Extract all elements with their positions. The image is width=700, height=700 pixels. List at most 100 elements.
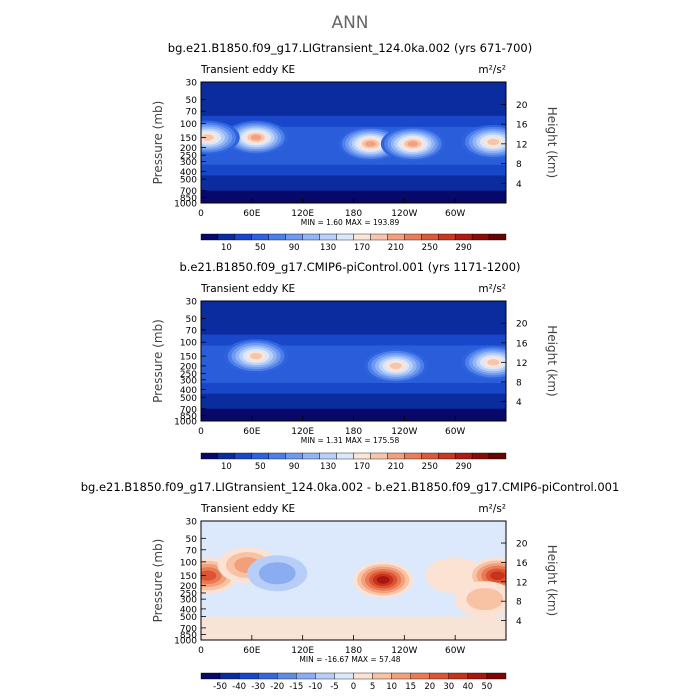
colorbar-swatch bbox=[387, 452, 405, 460]
y-tick-label: 400 bbox=[180, 605, 197, 615]
colorbar-label: 50 bbox=[482, 682, 493, 692]
x-tick-label: 120E bbox=[291, 427, 314, 437]
colorbar-swatch bbox=[488, 452, 507, 460]
colorbar-label: -5 bbox=[330, 682, 338, 692]
y-right-tick-label: 20 bbox=[516, 320, 528, 330]
contour-blob bbox=[407, 140, 419, 147]
colorbar-label: 210 bbox=[388, 243, 404, 253]
minmax-label: MIN = -16.67 MAX = 57.48 bbox=[299, 655, 400, 664]
colorbar-swatch bbox=[217, 452, 236, 460]
units-label: m²/s² bbox=[478, 503, 506, 515]
colorbar-swatch bbox=[251, 233, 269, 241]
y-tick-label: 200 bbox=[180, 582, 197, 592]
colorbar-label: 210 bbox=[388, 462, 404, 472]
y-tick-label: 200 bbox=[180, 144, 197, 154]
colorbar-label: 20 bbox=[424, 682, 435, 692]
x-tick-label: 120E bbox=[291, 209, 314, 219]
y-tick-label: 100 bbox=[180, 120, 197, 130]
colorbar: 10 50 90 130 170 210 250 290 bbox=[200, 452, 507, 472]
colorbar-label: 90 bbox=[289, 462, 300, 472]
contour-blob bbox=[490, 571, 505, 580]
y-right-tick-label: 16 bbox=[516, 121, 528, 131]
chart-panel-3: bg.e21.B1850.f09_g17.LIGtransient_124.0k… bbox=[81, 480, 620, 692]
contour-blob bbox=[201, 570, 217, 581]
colorbar-swatch bbox=[391, 672, 411, 680]
y-tick-label: 30 bbox=[186, 79, 198, 89]
colorbar-label: 90 bbox=[289, 243, 300, 253]
colorbar-swatch bbox=[448, 672, 469, 680]
y-right-axis-label: Height (km) bbox=[545, 107, 559, 178]
colorbar: -50 -40 -30 -20 -15 -10 -5 0 5 10 15 20 30 40 50 bbox=[200, 672, 507, 692]
contour-field bbox=[201, 521, 506, 640]
colorbar-swatch bbox=[334, 672, 354, 680]
y-axis-label: Pressure (mb) bbox=[151, 101, 165, 185]
colorbar-label: 290 bbox=[456, 462, 472, 472]
colorbar-label: 15 bbox=[405, 682, 416, 692]
y-tick-label: 850 bbox=[180, 631, 197, 641]
colorbar-label: 10 bbox=[386, 682, 397, 692]
y-tick-label: 70 bbox=[186, 326, 198, 336]
y-right-tick-label: 16 bbox=[516, 339, 528, 349]
colorbar-label: 50 bbox=[255, 462, 266, 472]
colorbar-swatch bbox=[302, 452, 320, 460]
x-tick-label: 60E bbox=[243, 209, 260, 219]
y-axis-label: Pressure (mb) bbox=[151, 319, 165, 403]
colorbar-swatch bbox=[404, 452, 422, 460]
y-right-tick-label: 16 bbox=[516, 559, 528, 569]
contour-blob bbox=[466, 588, 504, 611]
colorbar-label: -50 bbox=[213, 682, 227, 692]
colorbar-swatch bbox=[251, 452, 269, 460]
colorbar-swatch bbox=[234, 233, 253, 241]
colorbar-swatch bbox=[421, 233, 439, 241]
colorbar-swatch bbox=[372, 672, 392, 680]
chart-panel-2: b.e21.B1850.f09_g17.CMIP6-piControl.001 … bbox=[151, 260, 559, 472]
colorbar-label: -20 bbox=[270, 682, 284, 692]
background-band bbox=[201, 616, 506, 640]
field-label: Transient eddy KE bbox=[200, 503, 295, 515]
x-tick-label: 60W bbox=[445, 646, 465, 656]
panel-title: bg.e21.B1850.f09_g17.LIGtransient_124.0k… bbox=[168, 41, 532, 55]
colorbar-swatch bbox=[454, 233, 473, 241]
chart-panel-1: bg.e21.B1850.f09_g17.LIGtransient_124.0k… bbox=[151, 41, 559, 253]
colorbar-swatch bbox=[315, 672, 335, 680]
y-right-tick-label: 8 bbox=[516, 598, 522, 608]
x-tick-label: 120E bbox=[291, 646, 314, 656]
colorbar-label: 290 bbox=[456, 243, 472, 253]
colorbar-swatch bbox=[488, 233, 507, 241]
colorbar-swatch bbox=[200, 452, 219, 460]
x-tick-label: 0 bbox=[198, 646, 204, 656]
x-tick-label: 180 bbox=[345, 646, 362, 656]
colorbar-swatch bbox=[370, 452, 388, 460]
colorbar-label: -15 bbox=[289, 682, 303, 692]
x-tick-label: 60E bbox=[243, 427, 260, 437]
y-tick-label: 850 bbox=[180, 412, 197, 422]
colorbar-label: 250 bbox=[422, 243, 438, 253]
y-tick-label: 150 bbox=[180, 572, 197, 582]
colorbar-label: -30 bbox=[251, 682, 265, 692]
colorbar-label: 130 bbox=[320, 462, 336, 472]
y-tick-label: 250 bbox=[180, 370, 197, 380]
colorbar-swatch bbox=[285, 452, 303, 460]
colorbar-swatch bbox=[353, 672, 373, 680]
colorbar-swatch bbox=[257, 672, 278, 680]
colorbar-swatch bbox=[471, 452, 490, 460]
y-tick-label: 250 bbox=[180, 152, 197, 162]
field-label: Transient eddy KE bbox=[200, 64, 295, 76]
colorbar-swatch bbox=[219, 672, 240, 680]
contour-blob bbox=[487, 138, 500, 146]
y-tick-label: 1000 bbox=[174, 637, 197, 647]
x-tick-label: 120W bbox=[391, 209, 417, 219]
y-right-tick-label: 4 bbox=[516, 398, 522, 408]
colorbar-label: 40 bbox=[462, 682, 473, 692]
y-tick-label: 70 bbox=[186, 546, 198, 556]
colorbar-swatch bbox=[200, 672, 221, 680]
colorbar-label: 10 bbox=[221, 462, 232, 472]
y-right-tick-label: 12 bbox=[516, 578, 527, 588]
colorbar-swatch bbox=[353, 452, 371, 460]
units-label: m²/s² bbox=[478, 283, 506, 295]
colorbar-label: 5 bbox=[370, 682, 375, 692]
y-tick-label: 1000 bbox=[174, 200, 197, 210]
y-tick-label: 200 bbox=[180, 362, 197, 372]
y-tick-label: 150 bbox=[180, 134, 197, 144]
y-axis-label: Pressure (mb) bbox=[151, 539, 165, 623]
